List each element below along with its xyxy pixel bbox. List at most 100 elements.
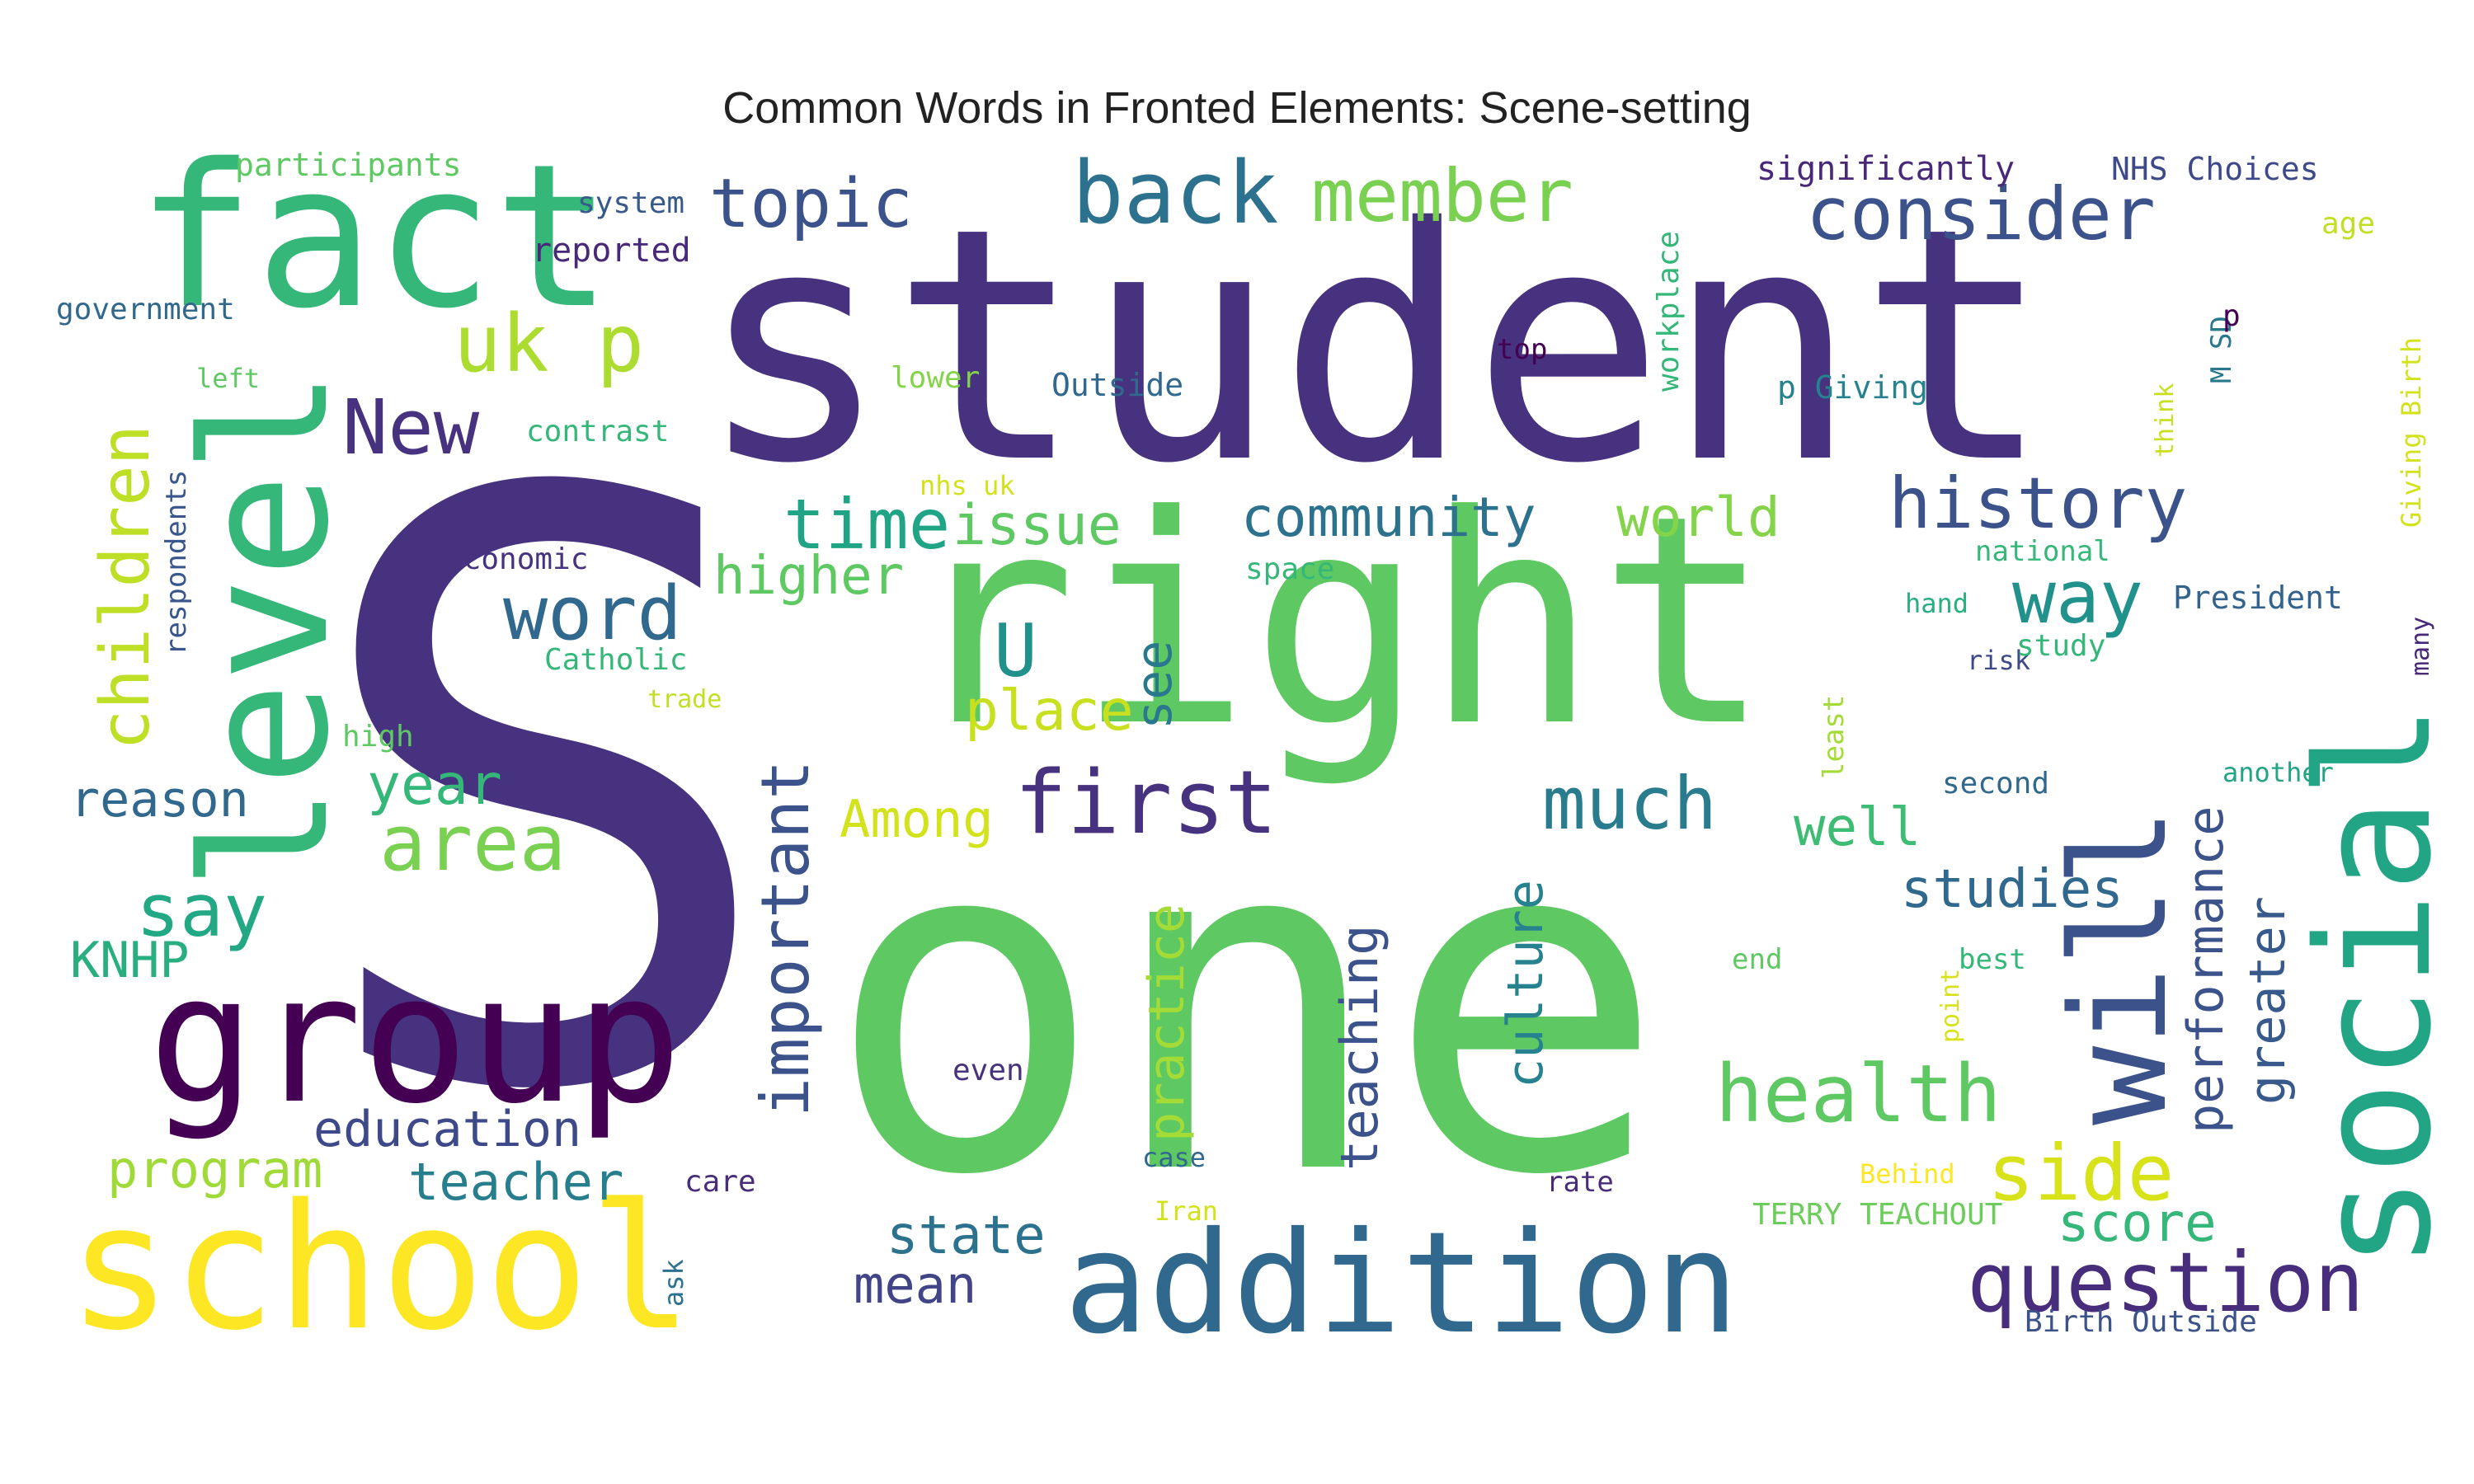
word-another: another [2222,757,2334,788]
word-community: community [1241,486,1536,549]
word-nhs-choices: NHS Choices [2111,151,2319,187]
word-top: top [1497,333,1547,366]
word-space: space [1245,552,1334,586]
word-u: U [994,608,1037,693]
word-catholic: Catholic [544,643,687,677]
word-study: study [2016,629,2105,663]
word-see: see [1126,641,1183,730]
word-first: first [1014,752,1277,853]
word-p: p [2222,299,2241,333]
word-score: score [2058,1193,2217,1254]
word-teacher: teacher [408,1152,623,1212]
word-addition: addition [1064,1202,1739,1365]
figure-title: Common Words in Fronted Elements: Scene-… [722,83,1752,133]
word-place: place [965,679,1134,744]
word-terry-teachout: TERRY TEACHOUT [1752,1198,2002,1232]
word-one: one [825,735,1666,1277]
word-group: group [148,936,682,1143]
word-point: point [1936,969,1965,1043]
word-giving-birth: Giving Birth [2396,337,2427,528]
word-rate: rate [1546,1166,1614,1199]
word-case: case [1142,1142,1206,1173]
word-side: side [1987,1129,2174,1219]
word-back: back [1072,143,1278,243]
word-birth-outside: Birth Outside [2025,1305,2257,1339]
word-level: level [165,369,367,890]
word-respondents: respondents [160,470,193,655]
word-right: right [903,453,1772,790]
word-second: second [1942,767,2049,801]
word-fact: fact [136,121,613,352]
word-much: much [1542,761,1717,846]
word-president: President [2173,580,2343,616]
word-workplace: workplace [1652,231,1686,392]
word-member: member [1311,153,1573,238]
word-knhp: KNHP [70,932,190,989]
word-reported: reported [532,232,691,270]
word-economic: economic [445,542,588,576]
word-age: age [2321,207,2375,241]
word-higher: higher [713,546,904,607]
word-uk-p: uk p [454,298,644,390]
word-outside: Outside [1051,367,1183,403]
word-many: many [2406,617,2435,676]
word-will: will [2042,808,2196,1125]
word-least: least [1818,695,1851,779]
word-issue: issue [952,493,1122,558]
word-health: health [1715,1048,2001,1140]
word-world: world [1616,486,1780,549]
word-ask: ask [658,1259,689,1307]
word-state: state [887,1205,1046,1266]
word-school: school [68,1167,694,1369]
word-national: national [1975,535,2110,568]
word-practice: practice [1138,904,1196,1142]
word-question: question [1967,1234,2364,1331]
word-care: care [684,1165,756,1199]
word-consider: consider [1806,171,2156,256]
word-time: time [783,484,950,565]
word-performance: performance [2177,806,2235,1134]
word-contrast: contrast [526,415,669,448]
word-end: end [1732,943,1782,976]
word-among: Among [840,789,994,849]
word-mean: mean [854,1255,976,1315]
word-best: best [1959,943,2026,976]
word-program: program [107,1139,322,1200]
word-student: student [697,159,2053,533]
word-reason: reason [70,771,249,829]
word-nhs-uk: nhs uk [920,470,1015,501]
word-say: say [136,868,267,953]
word-children: children [87,425,165,750]
word-government: government [56,293,235,326]
word-trade: trade [647,685,722,714]
word-new: New [342,383,480,472]
word-area: area [379,799,566,889]
word-education: education [313,1101,581,1158]
word-lower: lower [891,361,980,395]
word-p-giving: p Giving [1777,369,1928,406]
word-social: social [2284,704,2466,1270]
word-word: word [503,571,682,657]
word-s: S [301,326,788,1267]
word-significantly: significantly [1757,150,2015,188]
word-hand: hand [1905,588,1968,619]
word-well: well [1794,797,1921,858]
word-topic: topic [709,165,913,243]
word-year: year [367,753,502,818]
word-behind: Behind [1860,1158,1955,1190]
word-important: important [747,760,824,1117]
word-greater: greater [2239,896,2297,1105]
word-participants: participants [235,147,462,183]
word-think: think [2151,383,2180,458]
word-studies: studies [1901,859,2124,920]
word-culture: culture [1497,880,1554,1088]
word-way: way [2012,555,2143,640]
word-m-sd: M SD [2205,316,2238,383]
word-teaching: teaching [1329,924,1390,1171]
word-high: high [342,720,414,754]
word-left: left [196,363,260,394]
word-system: system [577,186,684,220]
word-history: history [1888,463,2187,545]
word-iran: Iran [1155,1195,1218,1227]
